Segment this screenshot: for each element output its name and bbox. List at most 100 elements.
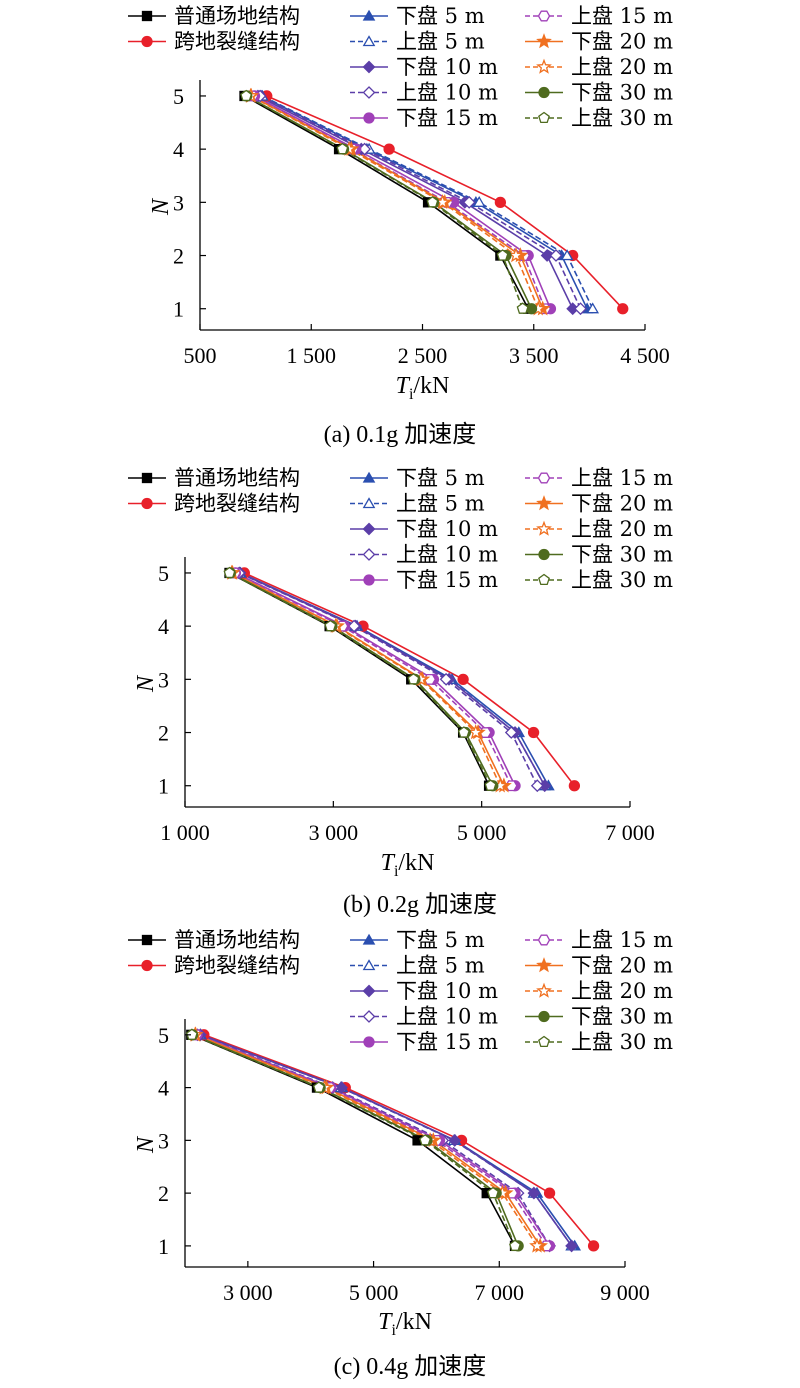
legend-item-8: 上盘 15 m — [525, 4, 673, 28]
legend-marker-star — [536, 495, 552, 511]
data-point-5-4 — [335, 1081, 348, 1095]
legend-item-12: 上盘 30 m — [525, 568, 673, 592]
y-tick-label: 3 — [173, 190, 184, 215]
data-point-12-1 — [509, 1239, 521, 1251]
y-axis-label: N — [133, 674, 159, 693]
data-point-2-3 — [457, 673, 469, 685]
legend-marker-star — [536, 957, 552, 973]
x-tick-label: 5 000 — [457, 820, 507, 845]
legend-marker-circle — [141, 35, 153, 48]
legend-item-4: 上盘 5 m — [350, 954, 485, 978]
x-axis-label: Ti/kN — [381, 850, 435, 880]
legend-marker-hexagon — [537, 472, 551, 484]
legend-label: 下盘 30 m — [571, 81, 673, 105]
data-point-12-3 — [426, 195, 439, 208]
y-tick-label: 5 — [158, 1023, 169, 1048]
legend-marker-circle — [141, 959, 153, 972]
data-point-5-2 — [527, 1186, 541, 1200]
legend-marker-pentagon — [538, 1035, 550, 1048]
data-point-12-5 — [185, 1028, 198, 1040]
legend-label: 下盘 10 m — [396, 517, 498, 541]
legend-label: 上盘 5 m — [396, 954, 485, 978]
legend-item-2: 跨地裂缝结构 — [128, 954, 300, 978]
legend-label: 上盘 30 m — [571, 568, 673, 592]
y-tick-label: 2 — [173, 244, 184, 269]
x-tick-label: 1 500 — [287, 343, 337, 368]
legend-marker-star — [536, 520, 552, 536]
data-point-12-2 — [457, 726, 470, 738]
legend-label: 下盘 15 m — [396, 1030, 498, 1054]
legend-marker-triangle — [362, 959, 376, 971]
data-point-2-2 — [543, 1187, 556, 1199]
data-point-6-2 — [549, 249, 563, 262]
data-point-12-2 — [496, 249, 509, 261]
data-point-12-1 — [516, 302, 529, 314]
data-point-6-1 — [574, 302, 587, 316]
legend-label: 下盘 20 m — [571, 30, 673, 54]
x-tick-label: 4 500 — [620, 343, 670, 368]
chart-caption-b: (b) 0.2g 加速度 — [343, 891, 497, 918]
legend-item-3: 下盘 5 m — [350, 928, 485, 952]
legend-marker-triangle — [362, 471, 376, 483]
legend-item-9: 下盘 20 m — [525, 954, 673, 978]
data-point-12-1 — [484, 779, 497, 791]
legend-label: 普通场地结构 — [174, 928, 300, 952]
data-point-6-2 — [504, 726, 518, 739]
series-line-12 — [229, 572, 492, 787]
legend-marker-square — [141, 10, 153, 22]
chart-panel-a: 普通场地结构 跨地裂缝结构 下盘 5 m 上盘 5 m 下盘 10 m 上盘 10 m 下盘… — [0, 0, 800, 462]
legend-label: 上盘 20 m — [571, 55, 673, 79]
data-point-12-4 — [336, 142, 349, 155]
legend-marker-pentagon — [538, 573, 550, 586]
legend-label: 下盘 15 m — [396, 568, 498, 592]
axes-a: 1 2 3 4 5 500 1 500 2 500 3 500 4 500 N Ti/kN — [148, 80, 670, 403]
legend-marker-hexagon — [537, 10, 551, 22]
series-lines-c — [185, 1026, 600, 1253]
legend-item-6: 上盘 10 m — [350, 543, 498, 567]
legend-marker-hexagon — [537, 934, 551, 946]
data-point-10-1 — [529, 1237, 545, 1253]
data-point-4-3 — [472, 196, 486, 207]
legend-marker-circle — [141, 497, 153, 510]
legend-item-7: 下盘 15 m — [350, 568, 498, 592]
x-tick-label: 2 500 — [398, 343, 448, 368]
legend-item-9: 下盘 20 m — [525, 30, 673, 54]
legend-item-3: 下盘 5 m — [350, 4, 485, 28]
y-tick-label: 2 — [158, 1181, 169, 1206]
legend-label: 跨地裂缝结构 — [174, 492, 300, 516]
y-tick-label: 4 — [158, 614, 169, 639]
y-tick-label: 3 — [158, 667, 169, 692]
series-line-3 — [240, 572, 550, 787]
legend-label: 上盘 30 m — [571, 1030, 673, 1054]
series-line-7 — [196, 1034, 551, 1247]
legend-marker-diamond — [362, 1010, 376, 1023]
x-axis-label: Ti/kN — [378, 1309, 432, 1339]
series-line-8 — [196, 1034, 548, 1247]
legend-marker-triangle — [362, 9, 376, 21]
series-lines-b — [223, 564, 581, 793]
legend-label: 上盘 15 m — [571, 928, 673, 952]
x-tick-label: 5 000 — [349, 1280, 399, 1305]
legend-label: 下盘 15 m — [396, 106, 498, 130]
y-tick-label: 5 — [158, 561, 169, 586]
legend-item-5: 下盘 10 m — [350, 55, 498, 79]
series-line-4 — [261, 95, 594, 310]
x-tick-label: 9 000 — [600, 1280, 650, 1305]
legend-item-5: 下盘 10 m — [350, 979, 498, 1003]
legend-item-6: 上盘 10 m — [350, 81, 498, 105]
legend-label: 下盘 5 m — [396, 466, 485, 490]
legend-label: 上盘 10 m — [396, 81, 498, 105]
legend-item-10: 上盘 20 m — [525, 55, 673, 79]
axes-b: 1 2 3 4 5 1 000 3 000 5 000 7 000 N Ti/kN — [133, 557, 655, 880]
y-tick-label: 5 — [173, 84, 184, 109]
legend-label: 上盘 10 m — [396, 543, 498, 567]
y-axis-label: N — [148, 197, 174, 216]
legend-marker-triangle — [362, 497, 376, 509]
y-tick-label: 1 — [173, 297, 184, 322]
series-lines-a — [239, 87, 629, 316]
data-point-12-4 — [312, 1081, 325, 1093]
data-point-12-4 — [324, 619, 337, 632]
